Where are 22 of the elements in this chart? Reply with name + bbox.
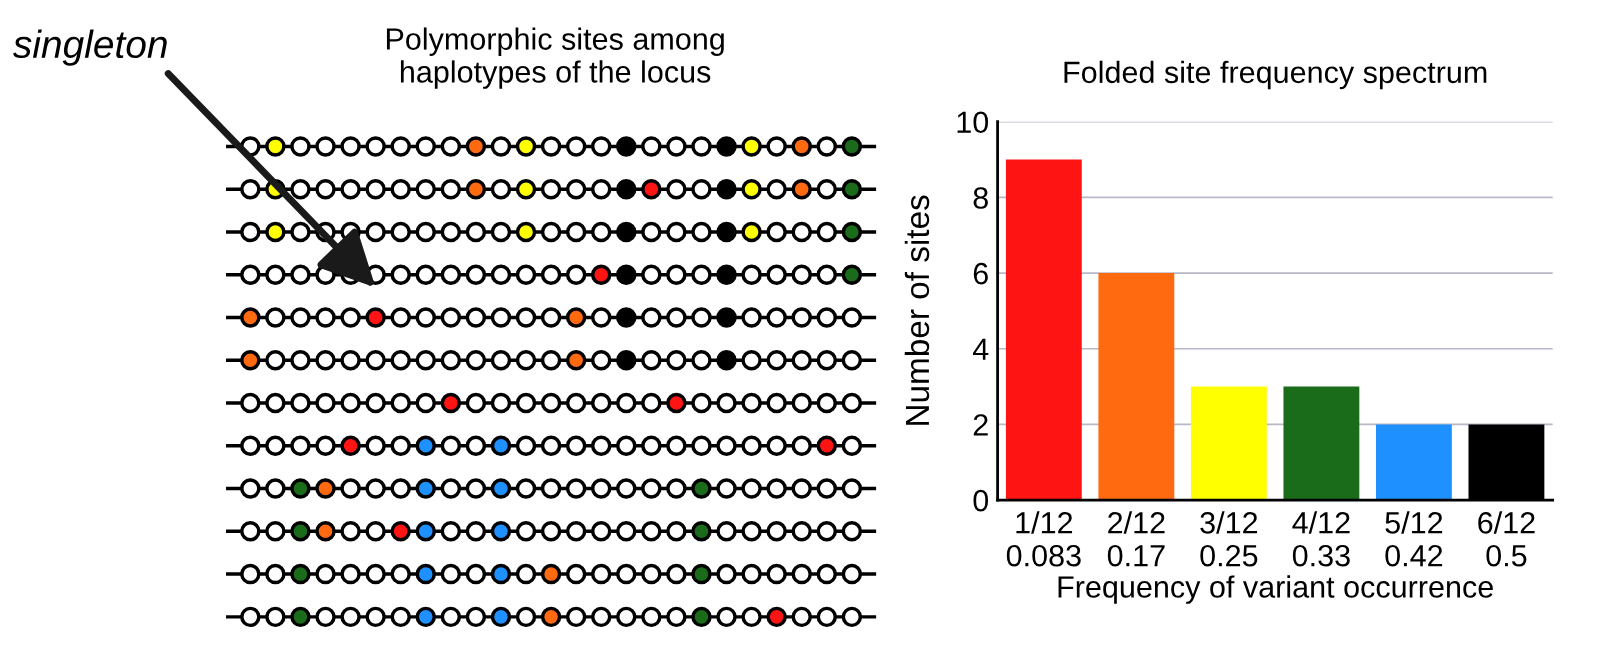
- x-tick-label: 6/12 0.5: [1478, 511, 1535, 567]
- y-tick-label: 10: [957, 111, 989, 134]
- y-tick-label: 2: [973, 414, 988, 436]
- text: Polymorphic sites among haplotypes of the locus: [386, 27, 724, 89]
- x-tick-label: 3/12 0.25: [1200, 511, 1258, 567]
- x-tick-label: 4/12 0.33: [1292, 511, 1350, 567]
- y-tick-label: 4: [972, 338, 989, 360]
- bar: [1375, 424, 1452, 501]
- bar: [1190, 386, 1267, 501]
- chart-title: Folded site frequency spectrum: [1064, 60, 1487, 90]
- bar: [1098, 273, 1175, 501]
- y-tick-label: 8: [973, 187, 988, 209]
- x-tick-label: 1/12 0.083: [1006, 511, 1081, 567]
- bar: [1005, 159, 1082, 501]
- x-tick-label: 2/12 0.17: [1107, 511, 1165, 567]
- y-axis-title: Number of sites: [904, 195, 930, 425]
- x-tick-label: 5/12 0.42: [1385, 511, 1443, 567]
- y-tick-label: 0: [973, 489, 989, 512]
- text: singleton: [12, 29, 167, 66]
- bar: [1283, 386, 1360, 501]
- x-axis-title: Frequency of variant occurrence: [1058, 575, 1493, 604]
- y-tick-label: 6: [973, 262, 988, 285]
